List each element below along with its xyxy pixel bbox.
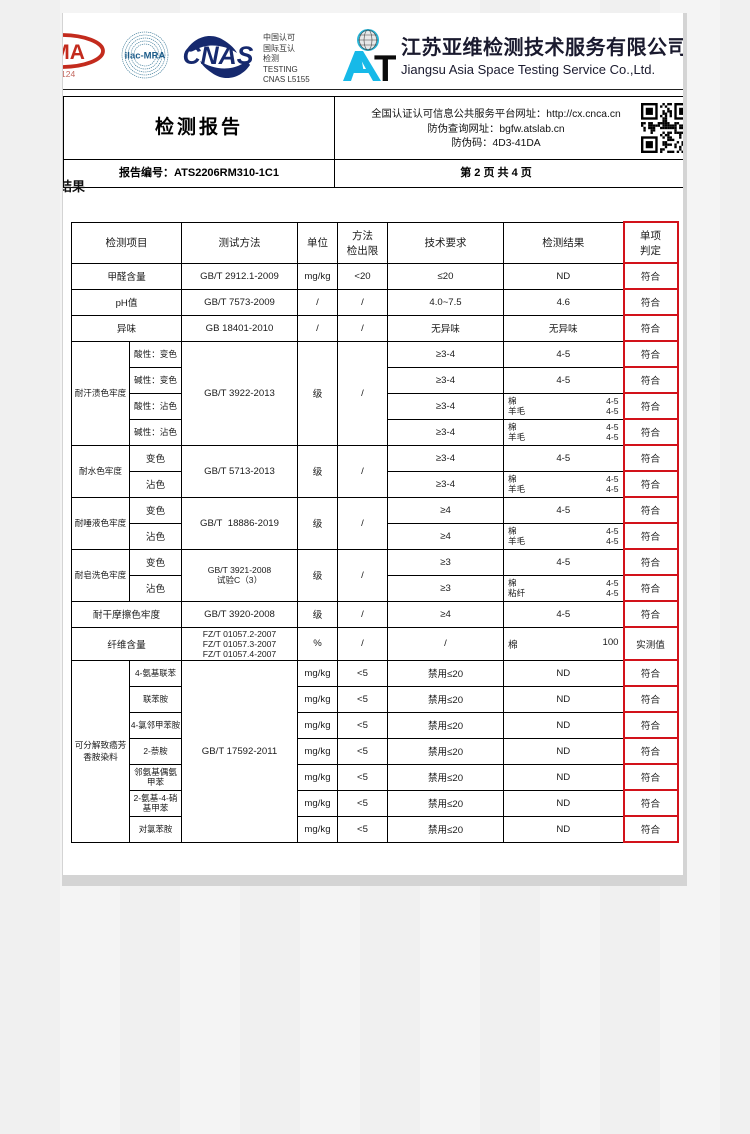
svg-text:CMA: CMA <box>63 41 85 64</box>
svg-text:TS: TS <box>374 48 396 85</box>
svg-text:ilac-MRA: ilac-MRA <box>125 51 166 62</box>
svg-text:342124: 342124 <box>63 69 75 79</box>
svg-text:CNAS: CNAS <box>183 42 254 70</box>
